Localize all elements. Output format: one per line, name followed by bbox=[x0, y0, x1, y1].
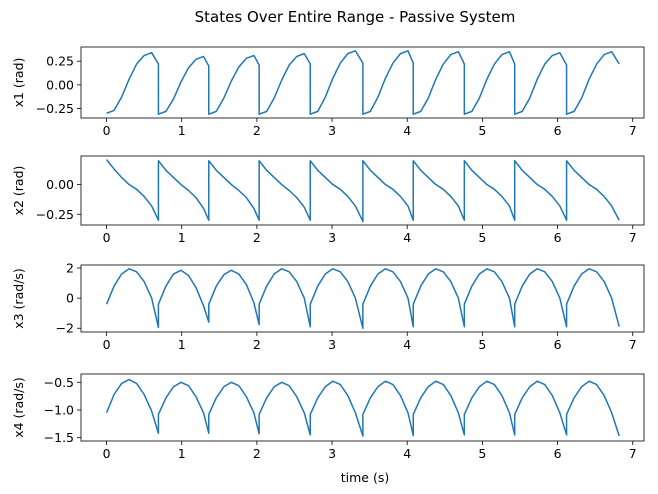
x-axis-label: time (s) bbox=[341, 470, 389, 485]
subplots: 0 1 2 3 4 5 6 7 −0.25 0.00 0.25 x1 (rad) 0 1 2 3 4 5 6 7 −0.… bbox=[11, 46, 645, 461]
y-tick-label: 0.00 bbox=[46, 177, 74, 192]
y-tick-label: −1.0 bbox=[44, 402, 74, 417]
x-tick-label: 2 bbox=[253, 123, 261, 138]
x-tick-label: 5 bbox=[478, 123, 486, 138]
x-tick-label: 3 bbox=[328, 446, 336, 461]
x-tick-label: 4 bbox=[403, 337, 411, 352]
axes-frame-1 bbox=[80, 46, 645, 119]
figure-title: States Over Entire Range - Passive Syste… bbox=[195, 8, 516, 26]
y-tick-label: 0.00 bbox=[46, 77, 74, 92]
x-tick-label: 3 bbox=[328, 123, 336, 138]
x-tick-label: 6 bbox=[554, 230, 562, 245]
series-line-1 bbox=[106, 50, 620, 115]
y-axis-label-3: x3 (rad/s) bbox=[11, 268, 26, 329]
y-tick-label: −0.5 bbox=[44, 375, 74, 390]
x-tick-label: 1 bbox=[178, 123, 186, 138]
series-line-3 bbox=[105, 268, 620, 329]
y-tick-label: 0.25 bbox=[46, 54, 74, 69]
x-tick-label: 4 bbox=[403, 230, 411, 245]
x-tick-label: 7 bbox=[629, 230, 637, 245]
x-tick-label: 6 bbox=[554, 446, 562, 461]
x-tick-label: 5 bbox=[478, 446, 486, 461]
x-tick-label: 7 bbox=[629, 123, 637, 138]
x-tick-label: 0 bbox=[103, 446, 111, 461]
x-tick-label: 1 bbox=[178, 230, 186, 245]
y-axis-label-2: x2 (rad) bbox=[11, 166, 26, 216]
x-tick-label: 7 bbox=[629, 446, 637, 461]
x-tick-label: 2 bbox=[253, 230, 261, 245]
x-tick-label: 2 bbox=[253, 446, 261, 461]
y-tick-label: −2 bbox=[56, 321, 74, 336]
y-tick-label: 0 bbox=[66, 291, 74, 306]
x-tick-label: 1 bbox=[178, 446, 186, 461]
series-line-4 bbox=[105, 378, 620, 437]
x-tick-label: 0 bbox=[103, 123, 111, 138]
x-tick-label: 0 bbox=[103, 337, 111, 352]
subplot-4: 0 1 2 3 4 5 6 7 −1.5 −1.0 −0.5 x4 (rad/s) bbox=[11, 373, 645, 461]
x-tick-label: 1 bbox=[178, 337, 186, 352]
axes-frame-4 bbox=[80, 373, 645, 442]
y-axis-label-1: x1 (rad) bbox=[11, 58, 26, 108]
y-axis-label-4: x4 (rad/s) bbox=[11, 377, 26, 438]
x-tick-label: 0 bbox=[103, 230, 111, 245]
x-tick-label: 6 bbox=[554, 337, 562, 352]
x-tick-label: 3 bbox=[328, 230, 336, 245]
subplot-2: 0 1 2 3 4 5 6 7 −0.25 0.00 x2 (rad) bbox=[11, 155, 645, 245]
y-tick-label: 2 bbox=[66, 261, 74, 276]
y-tick-label: −0.25 bbox=[36, 207, 74, 222]
x-tick-label: 7 bbox=[629, 337, 637, 352]
x-tick-label: 5 bbox=[478, 337, 486, 352]
y-tick-label: −0.25 bbox=[36, 101, 74, 116]
x-tick-label: 5 bbox=[478, 230, 486, 245]
subplot-1: 0 1 2 3 4 5 6 7 −0.25 0.00 0.25 x1 (rad) bbox=[11, 46, 645, 138]
axes-frame-2 bbox=[80, 155, 645, 226]
x-tick-label: 3 bbox=[328, 337, 336, 352]
x-tick-label: 2 bbox=[253, 337, 261, 352]
x-tick-label: 4 bbox=[403, 446, 411, 461]
x-tick-label: 4 bbox=[403, 123, 411, 138]
x-tick-label: 6 bbox=[554, 123, 562, 138]
series-line-2 bbox=[105, 159, 620, 223]
y-tick-label: −1.5 bbox=[44, 430, 74, 445]
subplot-3: 0 1 2 3 4 5 6 7 −2 0 2 x3 (rad/s) bbox=[11, 261, 645, 352]
